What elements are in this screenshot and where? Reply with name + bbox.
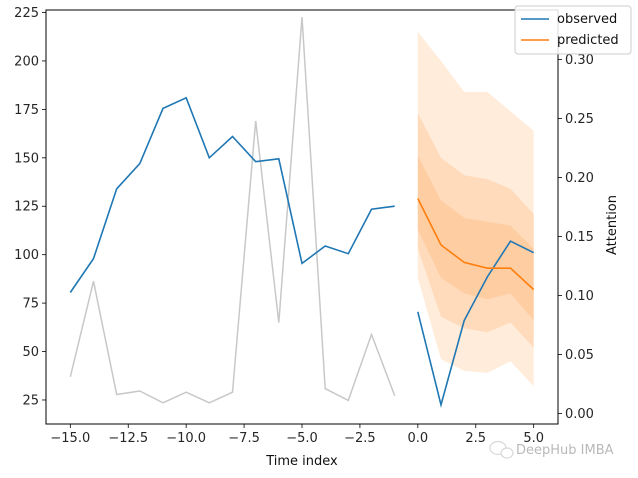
- y-axis-right: 0.00 0.05 0.10 0.15 0.20 0.25 0.30: [558, 53, 594, 422]
- legend-box: [514, 5, 632, 55]
- y-right-tick-label: 0.00: [565, 407, 594, 422]
- x-tick-label: −12.5: [108, 431, 148, 446]
- series-lines: [69, 17, 535, 408]
- observed-history-line: [69, 96, 395, 293]
- x-axis-title: Time index: [265, 454, 338, 469]
- x-tick-label: −5.0: [286, 431, 318, 446]
- legend-label-observed: observed: [557, 12, 617, 27]
- wechat-icon: [489, 440, 514, 459]
- y-left-tick-label: 225: [14, 6, 39, 21]
- y-left-tick-label: 25: [22, 393, 39, 408]
- y-left-tick-label: 50: [22, 345, 39, 360]
- x-axis: −15.0 −12.5 −10.0 −7.5 −5.0 −2.5 0.0 2.5 5.0: [50, 424, 544, 446]
- quantile-bands: [417, 31, 534, 387]
- y-right-tick-label: 0.25: [565, 112, 594, 127]
- predicted-line: [417, 198, 535, 291]
- y-left-tick-label: 200: [14, 54, 39, 69]
- attention-line: [69, 17, 396, 404]
- y-left-tick-label: 100: [14, 248, 39, 263]
- y-axis-left: 25 50 75 100 125 150 175 200 225: [14, 6, 46, 408]
- y-right-tick-label: 0.10: [565, 289, 594, 304]
- y-axis-right-title: Attention: [605, 195, 620, 255]
- quantile-band-0: [417, 31, 534, 387]
- x-tick-label: −10.0: [166, 431, 206, 446]
- watermark-text: DeepHub IMBA: [516, 443, 614, 458]
- x-tick-label: 5.0: [523, 431, 544, 446]
- x-tick-label: −15.0: [50, 431, 90, 446]
- legend-label-predicted: predicted: [557, 33, 619, 48]
- y-right-tick-label: 0.20: [565, 171, 594, 186]
- x-tick-label: 2.5: [465, 431, 486, 446]
- x-tick-label: 0.0: [407, 431, 428, 446]
- quantile-band-1: [417, 113, 534, 348]
- observed-future-line: [417, 240, 535, 408]
- legend: observed predicted: [514, 5, 632, 55]
- y-left-tick-label: 150: [14, 151, 39, 166]
- x-tick-label: −2.5: [344, 431, 376, 446]
- quantile-band-2: [417, 155, 534, 321]
- y-left-tick-label: 125: [14, 200, 39, 215]
- watermark: DeepHub IMBA: [489, 440, 614, 459]
- y-right-tick-label: 0.15: [565, 230, 594, 245]
- y-left-tick-label: 175: [14, 103, 39, 118]
- y-right-tick-label: 0.30: [565, 53, 594, 68]
- x-tick-label: −7.5: [228, 431, 260, 446]
- y-left-tick-label: 75: [22, 297, 39, 312]
- y-right-tick-label: 0.05: [565, 348, 594, 363]
